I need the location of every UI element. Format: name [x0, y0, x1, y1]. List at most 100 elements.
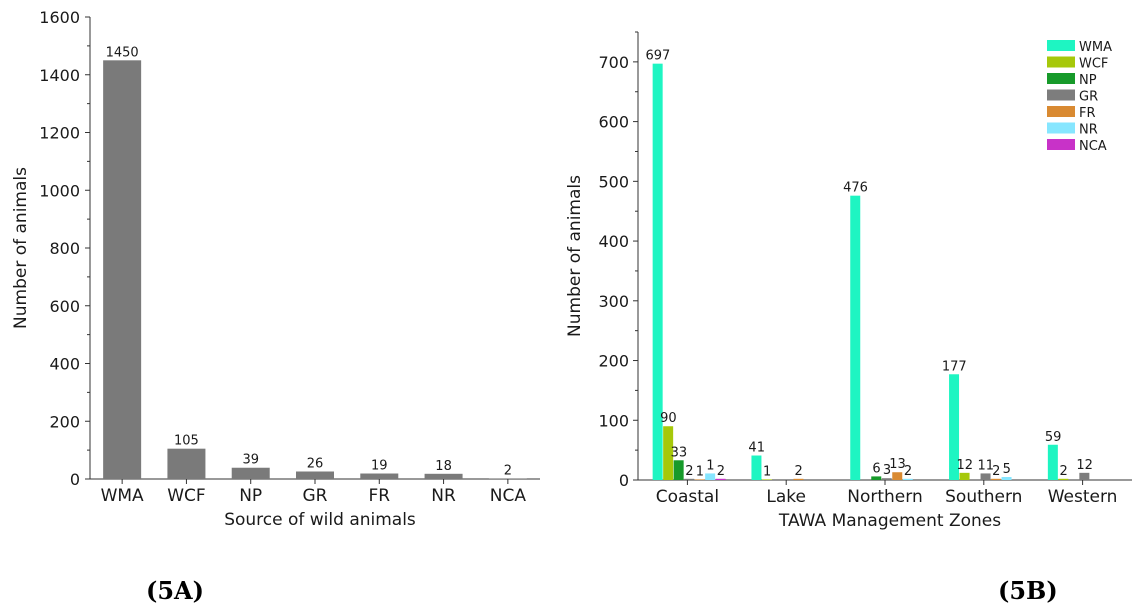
bar-northern-nr [902, 478, 913, 480]
legend-label-nca: NCA [1079, 139, 1107, 154]
data-label-nca: 2 [504, 463, 512, 478]
bar-southern-wma [949, 374, 960, 480]
bar-lake-wma [751, 455, 762, 480]
bar-northern-np [871, 476, 882, 480]
legend-label-wcf: WCF [1079, 57, 1108, 72]
legend-swatch-wcf [1047, 56, 1075, 68]
x-tick-label-western: Western [1048, 487, 1118, 507]
bar-southern-gr [980, 473, 991, 480]
data-label-southern-fr: 2 [992, 464, 1000, 479]
x-axis-label: Source of wild animals [224, 510, 416, 530]
data-label-northern-fr: 13 [889, 457, 906, 472]
legend-label-fr: FR [1079, 106, 1096, 121]
legend-label-wma: WMA [1079, 40, 1112, 55]
y-tick-label: 800 [49, 239, 80, 258]
bar-northern-gr [881, 478, 892, 480]
x-tick-label-wma: WMA [101, 486, 144, 506]
legend-swatch-wma [1047, 40, 1075, 51]
y-tick-label: 1000 [39, 181, 80, 200]
bar-coastal-np [673, 460, 684, 480]
x-tick-label-nca: NCA [490, 486, 527, 506]
bar-wcf [167, 448, 206, 479]
y-tick-label: 0 [70, 470, 80, 489]
data-label-coastal-wcf: 90 [660, 411, 677, 426]
x-tick-label-wcf: WCF [167, 486, 205, 506]
x-tick-label-gr: GR [303, 486, 328, 506]
bar-western-wma [1047, 444, 1058, 480]
data-label-lake-wcf: 1 [763, 464, 771, 479]
x-tick-label-nr: NR [431, 486, 456, 506]
legend-label-nr: NR [1079, 123, 1098, 138]
y-tick-label: 100 [598, 411, 629, 430]
data-label-northern-wma: 476 [843, 181, 868, 196]
y-tick-label: 1200 [39, 124, 80, 143]
bar-coastal-nca [715, 478, 726, 480]
y-tick-label: 400 [49, 355, 80, 374]
data-label-western-wcf: 2 [1059, 464, 1067, 479]
legend-swatch-nr [1047, 122, 1075, 134]
data-label-coastal-nca: 2 [717, 464, 725, 479]
bar-northern-wma [850, 195, 861, 481]
y-tick-label: 500 [598, 172, 629, 191]
bar-lake-fr [793, 478, 804, 480]
bar-northern-fr [892, 472, 903, 480]
bar-nr [424, 473, 463, 479]
x-tick-label-fr: FR [368, 486, 390, 506]
data-label-coastal-fr: 1 [696, 464, 704, 479]
data-label-np: 39 [242, 453, 259, 468]
data-label-western-wma: 59 [1045, 430, 1062, 445]
bar-coastal-wcf [663, 426, 674, 480]
x-tick-label-coastal: Coastal [656, 487, 719, 507]
y-tick-label: 1400 [39, 66, 80, 85]
data-label-coastal-gr: 2 [685, 464, 693, 479]
y-tick-label: 1600 [39, 8, 80, 27]
data-label-southern-wcf: 12 [957, 458, 974, 473]
x-tick-label-southern: Southern [945, 487, 1022, 507]
bar-nca [488, 478, 527, 479]
bar-southern-wcf [959, 472, 970, 480]
legend-swatch-gr [1047, 89, 1075, 101]
x-tick-label-lake: Lake [766, 487, 806, 507]
y-axis-label: Number of animals [11, 167, 31, 329]
data-label-nr: 18 [435, 459, 452, 474]
y-tick-label: 600 [598, 113, 629, 132]
data-label-coastal-np: 33 [671, 445, 688, 460]
bar-western-gr [1079, 472, 1090, 480]
bar-coastal-fr [694, 479, 705, 480]
data-label-southern-wma: 177 [942, 359, 967, 374]
legend-swatch-fr [1047, 106, 1075, 117]
data-label-wma: 1450 [106, 45, 139, 60]
chart-a-source-of-wild-animals: 0 200 400 600 800 1000 1200 1400 1600 1450 WMA 105 W… [11, 8, 540, 530]
x-tick-label-northern: Northern [847, 487, 922, 507]
panel-label-5a: (5A) [146, 576, 205, 605]
bar-southern-nr [1001, 477, 1012, 480]
bar-coastal-gr [684, 478, 695, 480]
y-tick-label: 200 [49, 412, 80, 431]
data-label-lake-wma: 41 [748, 441, 765, 456]
data-label-southern-gr: 11 [978, 458, 995, 473]
x-tick-label-np: NP [239, 486, 262, 506]
data-label-gr: 26 [307, 456, 324, 471]
bar-wma [103, 60, 142, 479]
bar-fr [360, 473, 399, 479]
bar-coastal-wma [652, 63, 663, 481]
bar-np [231, 467, 270, 479]
data-label-northern-gr: 3 [883, 463, 891, 478]
y-tick-label: 600 [49, 297, 80, 316]
bar-gr [296, 471, 334, 479]
data-label-western-gr: 12 [1076, 458, 1093, 473]
data-label-lake-fr: 2 [795, 464, 803, 479]
data-label-fr: 19 [371, 459, 388, 474]
bar-western-wcf [1058, 478, 1069, 480]
legend-label-np: NP [1079, 73, 1097, 88]
data-label-northern-np: 6 [872, 461, 880, 476]
data-label-wcf: 105 [174, 434, 199, 449]
y-tick-label: 300 [598, 292, 629, 311]
legend-swatch-np [1047, 73, 1075, 84]
legend-label-gr: GR [1079, 90, 1098, 105]
panel-label-5b: (5B) [998, 576, 1058, 605]
data-label-coastal-wma: 697 [645, 49, 670, 64]
x-axis-label: TAWA Management Zones [778, 511, 1001, 531]
y-tick-label: 200 [598, 352, 629, 371]
data-label-northern-nr: 2 [904, 464, 912, 479]
